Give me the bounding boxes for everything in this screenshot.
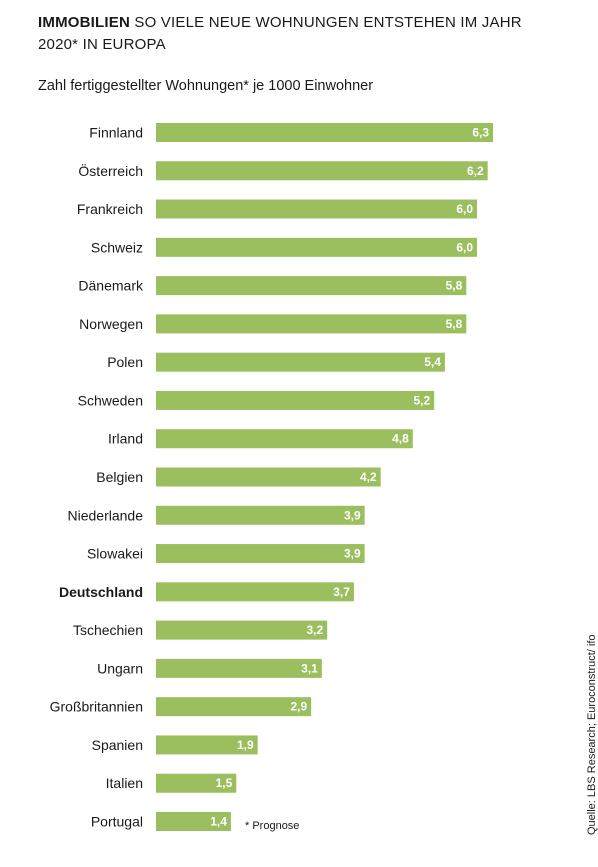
bar-italien: [156, 773, 237, 793]
bar-portugal: [156, 812, 231, 831]
bar-gro-britannien: [156, 697, 312, 717]
value-label-niederlande: 3,9: [344, 508, 361, 522]
value-label-polen: 5,4: [424, 355, 441, 369]
value-label-schweiz: 6,0: [456, 240, 473, 254]
value-label-irland: 4,8: [392, 432, 409, 446]
category-label-tschechien: Tschechien: [73, 622, 143, 638]
value-label-d-nemark: 5,8: [446, 279, 463, 293]
bar-finnland: [156, 123, 494, 142]
category-label-schweiz: Schweiz: [91, 239, 143, 255]
category-label-portugal: Portugal: [91, 814, 143, 830]
chart-subtitle: Zahl fertiggestellter Wohnungen* je 1000…: [38, 78, 374, 94]
category-label-schweden: Schweden: [78, 392, 143, 408]
value-label-ungarn: 3,1: [301, 661, 318, 675]
footnote: * Prognose: [245, 820, 300, 832]
value-label-gro-britannien: 2,9: [290, 700, 307, 714]
bar-deutschland: [156, 582, 354, 602]
bar-polen: [156, 352, 445, 372]
category-label-norwegen: Norwegen: [79, 316, 143, 332]
category-label-finnland: Finnland: [89, 125, 143, 141]
category-label-spanien: Spanien: [92, 737, 143, 753]
category-label-irland: Irland: [108, 431, 143, 447]
value-label-norwegen: 5,8: [446, 317, 463, 331]
bar-ungarn: [156, 658, 322, 678]
value-label-slowakei: 3,9: [344, 547, 361, 561]
bar-spanien: [156, 735, 258, 755]
bar-schweden: [156, 390, 435, 410]
bar-niederlande: [156, 505, 365, 525]
category-label-frankreich: Frankreich: [77, 201, 143, 217]
bar--sterreich: [156, 161, 488, 181]
category-label-polen: Polen: [107, 354, 143, 370]
value-label-frankreich: 6,0: [456, 202, 473, 216]
category-label-deutschland: Deutschland: [59, 584, 143, 600]
value-label-portugal: 1,4: [210, 815, 227, 829]
value-label--sterreich: 6,2: [467, 164, 484, 178]
title-text: SO VIELE NEUE WOHNUNGEN ENTSTEHEN IM JAH…: [38, 14, 522, 53]
category-label-italien: Italien: [106, 775, 143, 791]
value-label-spanien: 1,9: [237, 738, 254, 752]
source-note: Quelle: LBS Research; Euroconstruct/ ifo: [586, 634, 598, 835]
bar-belgien: [156, 467, 381, 487]
value-label-belgien: 4,2: [360, 470, 377, 484]
value-label-deutschland: 3,7: [333, 585, 350, 599]
title-keyword: IMMOBILIEN: [38, 14, 130, 31]
bar-norwegen: [156, 314, 467, 334]
bar-d-nemark: [156, 276, 467, 296]
value-label-tschechien: 3,2: [307, 623, 324, 637]
category-label-slowakei: Slowakei: [87, 546, 143, 562]
value-label-finnland: 6,3: [472, 126, 489, 140]
bar-tschechien: [156, 620, 328, 640]
bar-slowakei: [156, 544, 365, 564]
category-label--sterreich: Österreich: [78, 162, 143, 179]
value-label-italien: 1,5: [216, 776, 233, 790]
bar-schweiz: [156, 237, 477, 257]
category-label-ungarn: Ungarn: [97, 660, 143, 676]
bar-frankreich: [156, 199, 477, 219]
bar-irland: [156, 429, 413, 449]
category-label-d-nemark: Dänemark: [78, 278, 144, 294]
chart-title: IMMOBILIEN SO VIELE NEUE WOHNUNGEN ENTST…: [38, 12, 558, 56]
value-label-schweden: 5,2: [414, 393, 431, 407]
category-label-niederlande: Niederlande: [68, 507, 144, 523]
category-label-gro-britannien: Großbritannien: [50, 699, 143, 715]
category-label-belgien: Belgien: [96, 469, 143, 485]
